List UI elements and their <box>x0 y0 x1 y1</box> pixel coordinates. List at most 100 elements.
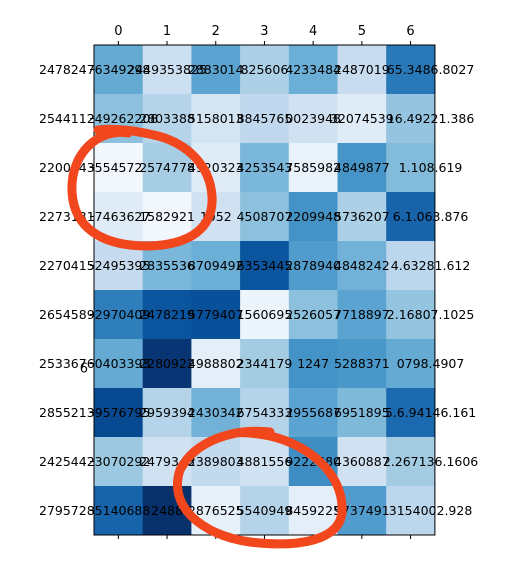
cell-label-r0-c6: 65.3486.8027 <box>387 62 474 77</box>
cell-label-r2-c1: 2574778 <box>139 160 195 175</box>
cell-label-r3-c4: 2209948 <box>285 209 341 224</box>
cell-label-r5-c4: 2526057 <box>285 307 341 322</box>
heatmap-cell-r8-c6 <box>386 437 436 487</box>
cell-label-r2-c6: 1.108.619 <box>399 160 463 175</box>
heatmap-cell-r5-c1 <box>142 290 192 340</box>
cell-label-r4-c3: 6353445 <box>237 258 293 273</box>
heatmap-cell-r0-c4 <box>288 45 338 95</box>
x-axis-ticks: 0 1 2 3 4 5 6 <box>114 24 415 539</box>
x-tick-label-5: 5 <box>358 24 366 39</box>
heatmap-cell-r3-c3 <box>240 192 290 242</box>
cell-label-r1-c0: 254411249262208 <box>39 111 158 126</box>
cell-label-r3-c6: 6.1.063.876 <box>393 209 469 224</box>
cell-label-r5-c3: 1560695 <box>237 307 293 322</box>
cell-label-r7-c1: 2959394 <box>139 405 195 420</box>
heatmap-cell-r7-c6 <box>386 388 436 438</box>
cell-label-r3-c3: 4508707 <box>237 209 293 224</box>
y-tick-label-6: 6 <box>80 362 88 377</box>
heatmap-cell-r8-c5 <box>337 437 387 487</box>
heatmap-cell-r0-c6 <box>386 45 436 95</box>
cell-label-r3-c1: 1582921 <box>139 209 195 224</box>
heatmap-cell-r6-c1 <box>142 339 192 389</box>
heatmap-cell-r0-c2 <box>191 45 241 95</box>
cell-label-r9-c4: 8459225 <box>285 503 341 518</box>
cell-label-r6-c0: 25336760403393 <box>39 356 150 371</box>
heatmap-cell-r4-c2 <box>191 241 241 291</box>
cell-label-r8-c5: 4360887 <box>334 454 390 469</box>
cell-label-r5-c2: 5779407 <box>188 307 244 322</box>
heatmap-cell-r6-c5 <box>337 339 387 389</box>
cell-label-r7-c0: 28552139576795 <box>39 405 150 420</box>
heatmap-cell-r2-c4 <box>288 143 338 193</box>
cell-label-r2-c5: 4849877 <box>334 160 390 175</box>
cell-label-r9-c3: 5540949 <box>237 503 293 518</box>
cell-label-r6-c2: 4988802 <box>188 356 244 371</box>
cell-label-r1-c5: 32074539 <box>330 111 394 126</box>
cell-label-r6-c4: 1247 <box>297 356 329 371</box>
heatmap-cell-r8-c0 <box>94 437 144 487</box>
cell-label-r9-c6: 3154002.928 <box>389 503 473 518</box>
cell-label-r7-c5: 6951895 <box>334 405 390 420</box>
cell-label-r6-c1: 2280922 <box>139 356 195 371</box>
heatmap-cell-r8-c3 <box>240 437 290 487</box>
cell-label-r1-c3: 8845765 <box>237 111 293 126</box>
heatmap-cell-r1-c6 <box>386 94 436 144</box>
heatmap-cell-r5-c2 <box>191 290 241 340</box>
cell-label-r5-c5: 7718897 <box>334 307 390 322</box>
heatmap-cell-r2-c0 <box>94 143 144 193</box>
cell-label-r2-c4: 7585982 <box>285 160 341 175</box>
cell-label-r6-c6: 0798.4907 <box>397 356 465 371</box>
heatmap-cell-r9-c6 <box>386 486 436 536</box>
x-tick-label-0: 0 <box>114 24 122 39</box>
cell-label-r6-c3: 2344179 <box>237 356 293 371</box>
cell-label-r9-c2: 2876525 <box>188 503 244 518</box>
heatmap-cell-r5-c4 <box>288 290 338 340</box>
cell-label-r4-c2: 8709492 <box>188 258 244 273</box>
heatmap-cell-r2-c3 <box>240 143 290 193</box>
cell-label-r4-c0: 22704152495395 <box>39 258 150 273</box>
x-tick-label-6: 6 <box>406 24 414 39</box>
heatmap-cell-r1-c4 <box>288 94 338 144</box>
cell-label-r0-c4: 4233484 <box>285 62 341 77</box>
heatmap-cell-r9-c0 <box>94 486 144 536</box>
heatmap-cell-r6-c0 <box>94 339 144 389</box>
cell-label-r5-c0: 26545892970409 <box>39 307 150 322</box>
heatmap-cell-r0-c0 <box>94 45 144 95</box>
heatmap-cell-r4-c6 <box>386 241 436 291</box>
heatmap-cell-r5-c3 <box>240 290 290 340</box>
heatmap-cell-r4-c5 <box>337 241 387 291</box>
cell-label-r2-c0: 2200943554572 <box>39 160 142 175</box>
heatmap-cell-r1-c3 <box>240 94 290 144</box>
x-tick-label-1: 1 <box>163 24 171 39</box>
heatmap-cell-r4-c3 <box>240 241 290 291</box>
cell-label-r4-c4: 2878940 <box>285 258 341 273</box>
cell-label-r9-c1: 2488 <box>151 503 183 518</box>
heatmap-cell-r3-c1 <box>142 192 192 242</box>
cell-label-r4-c6: 4.63281.612 <box>391 258 471 273</box>
heatmap-cell-r4-c4 <box>288 241 338 291</box>
cell-label-r0-c3: 825606 <box>241 62 289 77</box>
cell-label-r0-c2: 2883014 <box>188 62 244 77</box>
cell-label-r4-c5: 4848242 <box>334 258 390 273</box>
heatmap-cell-r6-c6 <box>386 339 436 389</box>
y-axis-ticks: 6 <box>80 69 94 511</box>
cell-label-r9-c5: 9737491 <box>334 503 390 518</box>
hand-drawn-annotations <box>67 124 347 549</box>
cell-label-r0-c5: 2487019 <box>334 62 390 77</box>
cell-label-r7-c2: 2430342 <box>188 405 244 420</box>
cell-label-r8-c3: 4881556 <box>237 454 293 469</box>
heatmap-cell-r7-c5 <box>337 388 387 438</box>
x-tick-label-3: 3 <box>260 24 268 39</box>
cell-label-r5-c6: 2.16807.1025 <box>387 307 474 322</box>
cell-label-r3-c0: 22731317463627 <box>39 209 150 224</box>
heatmap-cell-r1-c2 <box>191 94 241 144</box>
heatmap-cell-r3-c6 <box>386 192 436 242</box>
cell-label-r9-c0: 27957285140688 <box>39 503 150 518</box>
cell-label-r3-c5: 5736207 <box>334 209 390 224</box>
cell-label-r6-c5: 5288371 <box>334 356 390 371</box>
heatmap-cell-r6-c4 <box>288 339 338 389</box>
heatmap-cell-r5-c0 <box>94 290 144 340</box>
cell-label-r1-c1: 2803388 <box>139 111 195 126</box>
cell-label-r8-c0: 24254423070292 <box>39 454 150 469</box>
